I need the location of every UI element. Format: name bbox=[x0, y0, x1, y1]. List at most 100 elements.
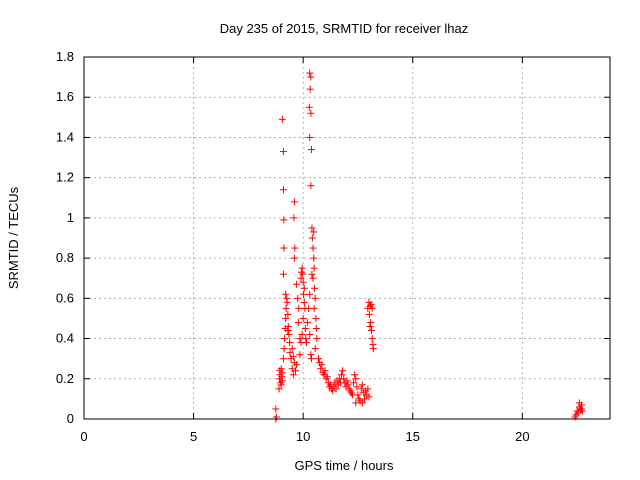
data-point bbox=[286, 339, 294, 347]
data-point bbox=[299, 270, 307, 278]
data-point bbox=[285, 331, 293, 339]
data-point bbox=[369, 345, 377, 353]
data-point bbox=[310, 228, 318, 236]
data-point bbox=[277, 381, 285, 389]
data-point bbox=[578, 405, 586, 413]
data-point bbox=[367, 300, 375, 308]
data-point bbox=[283, 298, 291, 306]
y-tick-label: 0.4 bbox=[56, 331, 74, 346]
grid-layer bbox=[84, 57, 610, 419]
data-point bbox=[294, 294, 302, 302]
data-point bbox=[282, 314, 290, 322]
data-point bbox=[352, 375, 360, 383]
data-point bbox=[312, 325, 320, 332]
x-tick-label: 5 bbox=[190, 429, 197, 444]
x-tick-label: 10 bbox=[296, 429, 310, 444]
data-point bbox=[291, 244, 299, 252]
data-point bbox=[280, 345, 288, 353]
data-point bbox=[311, 284, 319, 292]
data-point bbox=[282, 304, 290, 312]
data-point bbox=[300, 290, 308, 298]
data-point bbox=[280, 244, 288, 252]
data-point bbox=[295, 304, 303, 312]
data-point bbox=[294, 318, 302, 326]
x-tick-label: 15 bbox=[406, 429, 420, 444]
data-point bbox=[344, 381, 352, 389]
data-point bbox=[339, 367, 347, 375]
data-point bbox=[293, 280, 301, 288]
data-point bbox=[300, 298, 308, 306]
data-point bbox=[306, 85, 314, 93]
y-tick-label: 1.2 bbox=[56, 170, 74, 185]
data-point bbox=[353, 383, 361, 391]
data-point bbox=[366, 322, 374, 330]
data-point bbox=[284, 310, 292, 318]
plot-frame bbox=[83, 56, 611, 420]
data-point bbox=[307, 73, 315, 81]
data-point bbox=[307, 355, 315, 363]
data-point bbox=[318, 361, 326, 369]
data-point bbox=[365, 310, 373, 318]
data-points bbox=[272, 69, 587, 423]
data-point bbox=[298, 264, 306, 272]
data-point bbox=[277, 365, 285, 373]
data-point bbox=[368, 304, 376, 312]
data-point bbox=[275, 385, 283, 393]
data-point bbox=[310, 264, 318, 272]
data-point bbox=[290, 198, 298, 206]
data-point bbox=[272, 405, 280, 413]
data-point bbox=[278, 115, 286, 123]
data-point bbox=[307, 109, 315, 117]
y-tick-label: 0.2 bbox=[56, 371, 74, 386]
data-point bbox=[308, 270, 316, 278]
y-tick-label: 0 bbox=[67, 411, 74, 426]
data-point bbox=[309, 244, 317, 252]
data-point bbox=[299, 278, 307, 286]
data-point bbox=[323, 373, 331, 381]
data-point bbox=[308, 224, 316, 232]
data-point bbox=[357, 385, 365, 393]
data-point bbox=[288, 345, 296, 353]
data-point bbox=[306, 69, 314, 77]
data-point bbox=[293, 361, 301, 369]
data-point bbox=[343, 377, 351, 385]
y-tick-label: 1.6 bbox=[56, 89, 74, 104]
data-point bbox=[297, 274, 305, 282]
data-point bbox=[279, 186, 287, 194]
y-axis-label: SRMTID / TECUs bbox=[6, 186, 21, 289]
data-point bbox=[332, 385, 340, 393]
data-point bbox=[290, 254, 298, 262]
x-tick-label: 20 bbox=[515, 429, 529, 444]
data-point bbox=[574, 409, 582, 417]
x-tick-label: 0 bbox=[80, 429, 87, 444]
data-point bbox=[352, 399, 360, 407]
data-point bbox=[308, 234, 316, 242]
data-point bbox=[296, 351, 304, 359]
data-point bbox=[279, 148, 287, 156]
y-tick-label: 0.8 bbox=[56, 250, 74, 265]
data-point bbox=[282, 290, 290, 298]
data-point bbox=[299, 314, 307, 322]
data-point bbox=[358, 381, 366, 389]
tick-layer: 0 0.2 0.4 0.6 0.8 1 1.2 1.4 1.6 1.8 0 5 10 15 20 bbox=[56, 49, 610, 444]
data-point bbox=[280, 216, 288, 224]
data-point bbox=[279, 355, 287, 363]
data-point bbox=[281, 335, 289, 343]
data-point bbox=[306, 133, 314, 141]
data-point bbox=[351, 371, 359, 379]
data-point bbox=[306, 331, 314, 339]
data-point bbox=[304, 318, 312, 326]
y-tick-label: 0.6 bbox=[56, 290, 74, 305]
data-point bbox=[368, 327, 376, 335]
data-point bbox=[307, 182, 315, 190]
chart-title: Day 235 of 2015, SRMTID for receiver lha… bbox=[220, 21, 469, 36]
data-point bbox=[338, 371, 346, 379]
data-point bbox=[284, 327, 292, 335]
data-point bbox=[289, 371, 297, 379]
data-point bbox=[367, 318, 375, 326]
data-point bbox=[309, 274, 317, 282]
data-point bbox=[291, 367, 299, 375]
data-point bbox=[312, 314, 320, 322]
y-tick-label: 1 bbox=[67, 210, 74, 225]
